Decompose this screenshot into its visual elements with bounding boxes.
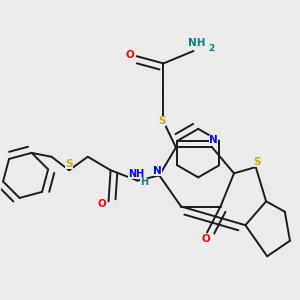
- Text: S: S: [158, 116, 166, 127]
- Text: H: H: [140, 177, 148, 187]
- Text: O: O: [98, 200, 107, 209]
- Text: N: N: [209, 135, 218, 145]
- Text: S: S: [65, 159, 73, 169]
- Text: NH: NH: [188, 38, 206, 48]
- Text: 2: 2: [208, 44, 215, 53]
- Text: S: S: [254, 158, 261, 167]
- Text: N: N: [153, 166, 162, 176]
- Text: O: O: [126, 50, 135, 60]
- Text: NH: NH: [128, 169, 144, 179]
- Text: O: O: [201, 234, 210, 244]
